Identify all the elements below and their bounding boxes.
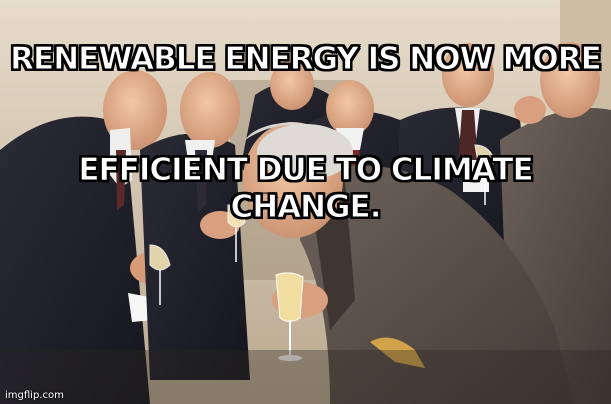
meme-caption: RENEWABLE ENERGY IS NOW MORE EFFICIENT D… — [0, 4, 611, 226]
caption-line-2: EFFICIENT DUE TO CLIMATE CHANGE. — [78, 152, 534, 226]
caption-line-1: RENEWABLE ENERGY IS NOW MORE — [10, 41, 603, 78]
imgflip-watermark: imgflip.com — [5, 390, 64, 401]
